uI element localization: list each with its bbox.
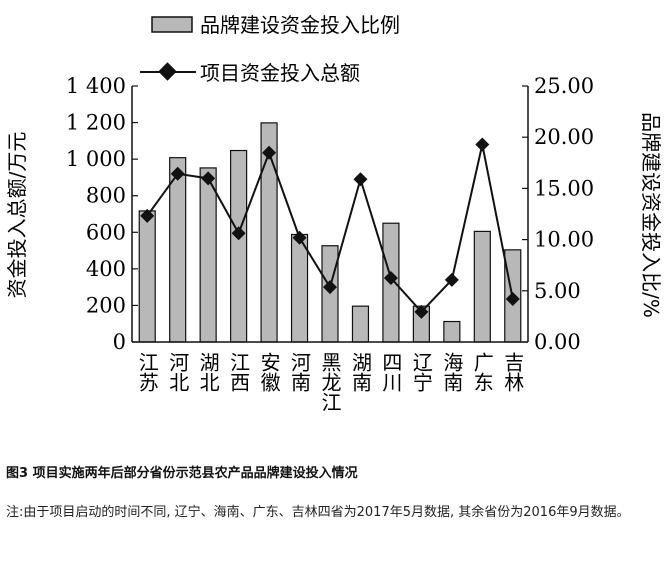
y-right-tick-label: 20.00 [534, 125, 594, 149]
x-tick-label: 辽宁 [409, 352, 433, 392]
x-tick-label: 海南 [440, 352, 464, 392]
line-point-广东 [475, 137, 490, 152]
line-point-黑龙江 [323, 280, 337, 295]
bar-海南 [443, 320, 461, 343]
legend-line-marker [158, 62, 177, 81]
legend-line-label: 项目资金投入总额 [200, 61, 360, 85]
line-point-海南 [444, 272, 459, 287]
line-point-河北 [170, 166, 185, 181]
bar-湖南 [351, 305, 370, 343]
line-point-四川 [383, 271, 398, 285]
x-tick-label: 湖南 [348, 352, 372, 392]
line-point-湖北 [201, 171, 216, 186]
combo-chart: 0 200 400 600 800 1 000 1 200 1 400 0.00 5.00 10.… [5, 13, 663, 412]
line-point-吉林 [505, 292, 520, 307]
bar-江苏 [138, 210, 156, 343]
line-point-河南 [292, 230, 307, 245]
y-right-tick-label: 5.00 [534, 279, 581, 303]
bar-广东 [473, 230, 491, 343]
y-axis-right-label: 品牌建设资金投入比/% [639, 112, 663, 318]
y-left-tick-label: 400 [86, 257, 126, 281]
line-point-安徽 [262, 145, 277, 160]
x-tick-label: 吉林 [501, 352, 525, 392]
x-tick-label: 河南 [288, 352, 312, 392]
bar-河北 [169, 157, 187, 343]
y-left-tick-label: 1 400 [66, 74, 126, 98]
bar-河南 [290, 233, 309, 343]
line-point-江苏 [140, 208, 155, 223]
x-tick-label: 广东 [470, 352, 494, 392]
x-tick-label: 江苏 [135, 352, 159, 392]
y-left-tick-label: 1 200 [66, 111, 126, 135]
y-right-tick-label: 15.00 [534, 176, 594, 200]
x-tick-label: 河北 [166, 352, 190, 392]
y-right-tick-label: 10.00 [534, 228, 594, 252]
legend-bar-label: 品牌建设资金投入比例 [200, 13, 400, 37]
x-tick-label: 四川 [379, 352, 403, 392]
figure-note: 注:由于项目启动的时间不同, 辽宁、海南、广东、吉林四省为2017年5月数据, … [6, 505, 630, 520]
y-left-tick-label: 1 000 [66, 147, 126, 171]
y-right-tick-label: 25.00 [534, 74, 594, 98]
legend-bar-swatch [151, 16, 193, 33]
x-tick-label: 黑龙江 [318, 352, 342, 412]
line-point-江西 [231, 226, 246, 241]
line-point-辽宁 [414, 304, 429, 319]
y-axis-left-label: 资金投入总额/万元 [5, 132, 29, 299]
y-right-tick-label: 0.00 [534, 330, 581, 354]
x-tick-label: 湖北 [196, 352, 220, 392]
bar-湖北 [199, 167, 217, 343]
x-tick-label: 安徽 [257, 352, 281, 392]
line-point-湖南 [353, 172, 368, 187]
x-tick-label: 江西 [227, 352, 251, 392]
y-left-tick-label: 800 [86, 184, 126, 208]
y-left-tick-label: 200 [86, 293, 126, 317]
bar-江西 [230, 149, 248, 343]
figure-caption: 图3 项目实施两年后部分省份示范县农产品品牌建设投入情况 [6, 466, 358, 481]
y-left-tick-label: 600 [86, 220, 126, 244]
y-left-tick-label: 0 [113, 330, 126, 354]
